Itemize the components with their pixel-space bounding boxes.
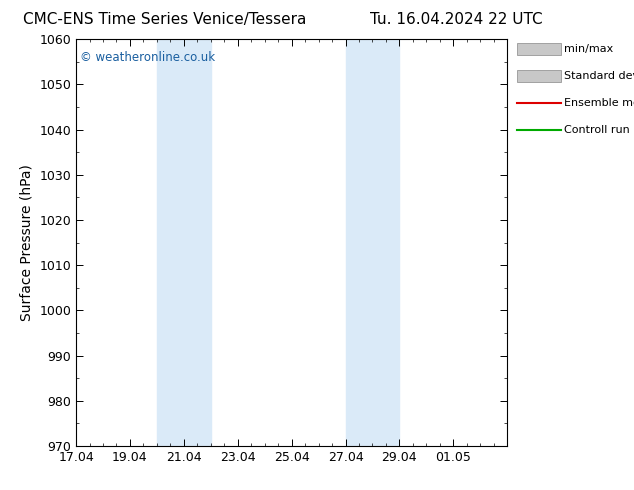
Text: Ensemble mean run: Ensemble mean run [564,98,634,108]
Text: CMC-ENS Time Series Venice/Tessera: CMC-ENS Time Series Venice/Tessera [23,12,306,27]
Text: Tu. 16.04.2024 22 UTC: Tu. 16.04.2024 22 UTC [370,12,543,27]
Bar [157,39,210,446]
Text: © weatheronline.co.uk: © weatheronline.co.uk [81,51,216,64]
Bar [346,39,399,446]
Text: min/max: min/max [564,44,614,54]
Text: Standard deviation: Standard deviation [564,71,634,81]
Text: Controll run: Controll run [564,125,630,135]
Y-axis label: Surface Pressure (hPa): Surface Pressure (hPa) [20,164,34,321]
